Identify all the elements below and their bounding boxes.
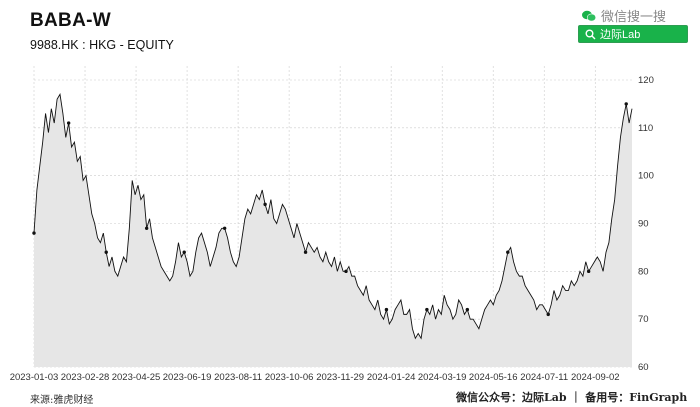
y-tick-label: 120 <box>638 75 654 86</box>
x-tick-label: 2024-01-24 <box>367 372 416 383</box>
price-marker <box>384 307 389 312</box>
credit-text: 微信公众号：边际Lab ｜ 备用号：FinGraph <box>456 391 688 404</box>
price-marker <box>66 121 71 125</box>
price-area <box>34 94 632 367</box>
price-marker <box>303 250 308 254</box>
price-marker <box>506 250 510 254</box>
x-axis: 2023-01-03 2023-02-28 2023-04-25 2023-06-19… <box>10 372 620 383</box>
price-marker <box>104 250 108 254</box>
price-marker <box>32 231 36 235</box>
price-marker <box>425 307 429 312</box>
x-tick-label: 2023-11-29 <box>316 372 364 383</box>
x-tick-label: 2023-08-11 <box>214 372 262 383</box>
x-tick-label: 2023-06-19 <box>163 372 212 383</box>
search-icon <box>585 29 596 39</box>
wechat-account-label: 边际Lab <box>600 29 641 41</box>
y-tick-label: 90 <box>638 219 649 230</box>
wechat-account-button[interactable]: 边际Lab <box>578 25 688 43</box>
price-marker <box>222 226 227 230</box>
y-axis: 60 70 80 90 100 110 120 <box>638 75 654 373</box>
y-tick-label: 100 <box>638 171 654 182</box>
source-text: 来源:雅虎财经 <box>30 395 94 406</box>
price-marker <box>465 307 470 312</box>
wechat-search[interactable]: 微信搜一搜 <box>582 6 666 25</box>
x-tick-label: 2024-07-11 <box>520 372 568 383</box>
price-marker <box>144 226 149 230</box>
x-tick-label: 2023-10-06 <box>265 372 314 383</box>
x-tick-label: 2024-05-16 <box>469 372 518 383</box>
price-marker <box>586 269 591 274</box>
x-tick-label: 2024-09-02 <box>571 372 620 383</box>
y-tick-label: 60 <box>638 362 649 373</box>
price-markers <box>32 102 628 317</box>
x-tick-label: 2023-01-03 <box>10 372 59 383</box>
price-marker <box>344 269 348 274</box>
x-tick-label: 2023-04-25 <box>112 372 161 383</box>
price-marker <box>624 102 628 106</box>
x-tick-label: 2024-03-19 <box>418 372 467 383</box>
price-line <box>33 93 633 340</box>
x-tick-label: 2023-02-28 <box>61 372 110 383</box>
wechat-search-label: 微信搜一搜 <box>601 9 667 24</box>
price-marker <box>263 202 267 207</box>
price-marker <box>546 312 550 317</box>
y-tick-label: 70 <box>638 314 649 325</box>
y-tick-label: 80 <box>638 266 649 277</box>
chart-title: BABA-W <box>30 10 111 31</box>
y-tick-label: 110 <box>638 123 653 134</box>
wechat-icon <box>582 10 596 21</box>
chart-subtitle: 9988.HK : HKG - EQUITY <box>30 38 174 52</box>
price-marker <box>182 250 186 254</box>
